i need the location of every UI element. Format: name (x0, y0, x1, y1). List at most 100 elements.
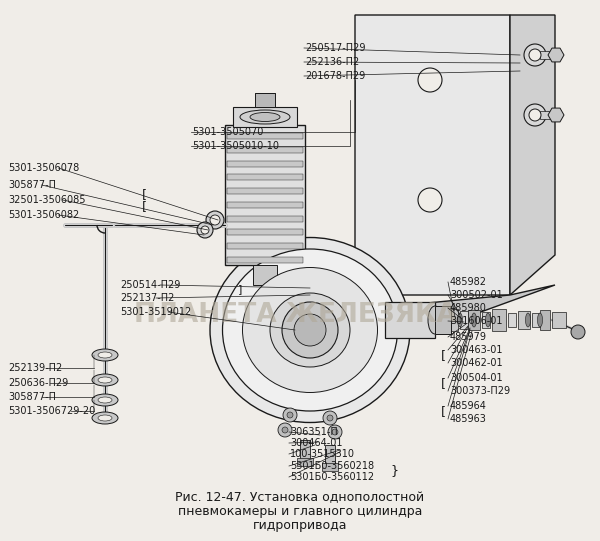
Circle shape (287, 412, 293, 418)
Text: 252139-П2: 252139-П2 (8, 363, 62, 373)
Circle shape (210, 215, 220, 225)
Bar (227, 147, 303, 153)
Text: 250514-П29: 250514-П29 (120, 280, 181, 290)
Circle shape (524, 104, 546, 126)
Text: Рис. 12-47. Установка однополостной: Рис. 12-47. Установка однополостной (175, 492, 425, 505)
Bar (227, 257, 303, 263)
Bar (233, 107, 297, 127)
Text: 201678-П29: 201678-П29 (305, 71, 365, 81)
Bar (460, 311, 468, 329)
Ellipse shape (472, 313, 476, 327)
Bar (227, 133, 303, 139)
Bar (435, 306, 451, 334)
Ellipse shape (526, 313, 530, 327)
Circle shape (197, 222, 213, 238)
Circle shape (328, 425, 342, 439)
Circle shape (283, 408, 297, 422)
Ellipse shape (270, 293, 350, 367)
Bar (518, 311, 530, 329)
Circle shape (278, 423, 292, 437)
Bar (540, 310, 550, 330)
Circle shape (323, 411, 337, 425)
Polygon shape (548, 108, 564, 122)
Bar (552, 312, 566, 328)
Text: ПЛАНЕТА ЖЕЛЕЗЯКА: ПЛАНЕТА ЖЕЛЕЗЯКА (134, 302, 457, 328)
Bar (227, 161, 303, 167)
Bar (297, 458, 313, 466)
Bar (225, 125, 305, 265)
Ellipse shape (98, 397, 112, 403)
Text: 300464-01: 300464-01 (290, 438, 343, 448)
Text: 485982: 485982 (450, 277, 487, 287)
Text: 5301Б0-3560112: 5301Б0-3560112 (290, 472, 374, 482)
Text: ]: ] (238, 284, 242, 294)
Polygon shape (548, 48, 564, 62)
Text: 300462-01: 300462-01 (450, 358, 503, 368)
Ellipse shape (98, 377, 112, 383)
Text: пневмокамеры и главного цилиндра: пневмокамеры и главного цилиндра (178, 505, 422, 518)
Ellipse shape (250, 113, 280, 122)
Polygon shape (510, 15, 555, 295)
Text: [: [ (142, 188, 147, 201)
Bar (468, 310, 480, 330)
Polygon shape (355, 15, 510, 345)
Bar (253, 265, 277, 285)
Bar (508, 313, 516, 327)
Bar (227, 202, 303, 208)
Bar (385, 302, 435, 338)
Polygon shape (355, 285, 555, 345)
Bar (322, 463, 338, 471)
Circle shape (201, 226, 209, 234)
Text: гидропривода: гидропривода (253, 519, 347, 532)
Ellipse shape (210, 237, 410, 423)
Ellipse shape (92, 349, 118, 361)
Bar (227, 229, 303, 235)
Text: 252136-П2: 252136-П2 (305, 57, 359, 67)
Text: 300502-01: 300502-01 (450, 290, 503, 300)
Bar (227, 216, 303, 222)
Ellipse shape (92, 374, 118, 386)
Text: 306351-П: 306351-П (290, 427, 338, 437)
Circle shape (332, 429, 338, 435)
Text: 485963: 485963 (450, 414, 487, 424)
Ellipse shape (538, 313, 542, 327)
Bar (227, 243, 303, 249)
Circle shape (294, 314, 326, 346)
Bar (540, 111, 556, 119)
Text: 5301-3506729-20: 5301-3506729-20 (8, 406, 95, 416)
Text: }: } (390, 465, 398, 478)
Bar (325, 445, 335, 467)
Text: [: [ (441, 378, 446, 391)
Text: 485980: 485980 (450, 303, 487, 313)
Text: 5301-3519012: 5301-3519012 (120, 307, 191, 317)
Text: 5301Б0-3560218: 5301Б0-3560218 (290, 461, 374, 471)
Circle shape (529, 109, 541, 121)
Text: 305877-П: 305877-П (8, 180, 56, 190)
Text: 300463-01: 300463-01 (450, 345, 503, 355)
Text: 305877-П: 305877-П (8, 392, 56, 402)
Bar (440, 309, 458, 331)
Circle shape (206, 211, 224, 229)
Circle shape (529, 49, 541, 61)
Ellipse shape (485, 313, 491, 327)
Circle shape (282, 302, 338, 358)
Text: 100-3515310: 100-3515310 (290, 449, 355, 459)
Circle shape (524, 44, 546, 66)
Ellipse shape (98, 352, 112, 358)
Text: [: [ (142, 201, 147, 214)
Text: [: [ (441, 406, 446, 419)
Circle shape (418, 68, 442, 92)
Ellipse shape (242, 267, 377, 393)
Ellipse shape (240, 110, 290, 124)
Circle shape (571, 325, 585, 339)
Text: 485979: 485979 (450, 332, 487, 342)
Text: [: [ (441, 349, 446, 362)
Text: 5301-3505010-10: 5301-3505010-10 (192, 141, 279, 151)
Text: 252137-П2: 252137-П2 (120, 293, 175, 303)
Text: 485964: 485964 (450, 401, 487, 411)
Ellipse shape (92, 412, 118, 424)
Bar (227, 174, 303, 180)
Bar (255, 93, 275, 107)
Text: 5301-3505070: 5301-3505070 (192, 127, 263, 137)
Text: 5301-3506082: 5301-3506082 (8, 210, 79, 220)
